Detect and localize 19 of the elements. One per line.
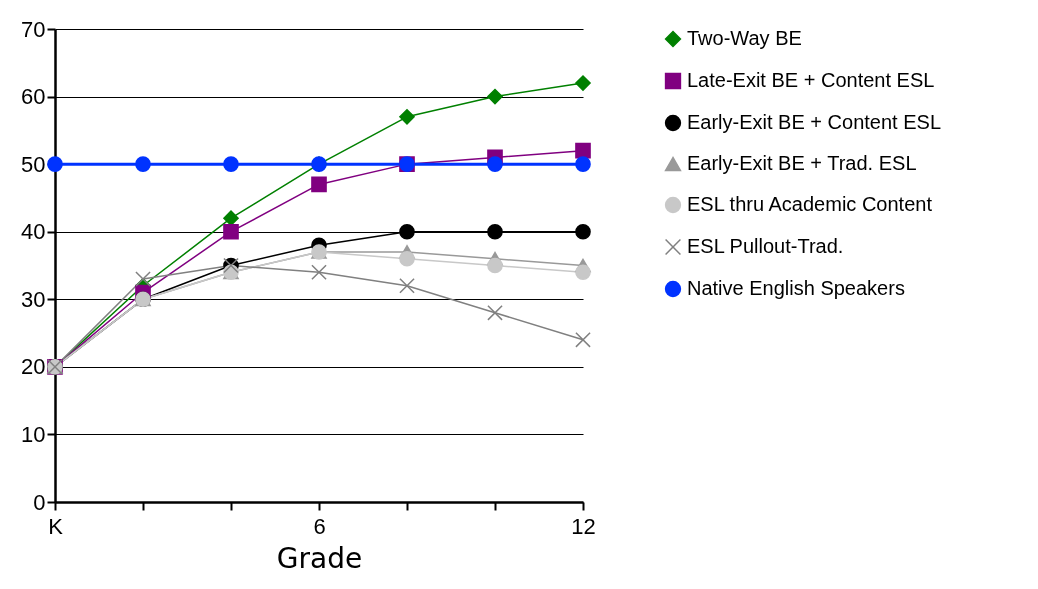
legend-label: ESL Pullout-Trad. (687, 235, 844, 257)
y-tick-label: 0 (33, 489, 46, 515)
y-tick-label: 10 (21, 421, 46, 447)
legend-label: Two-Way BE (687, 27, 802, 49)
y-tick-label: 40 (21, 219, 46, 245)
legend-label: Early-Exit BE + Content ESL (687, 111, 942, 133)
y-tick-label: 60 (21, 84, 46, 110)
legend-label: Early-Exit BE + Trad. ESL (687, 152, 917, 174)
y-tick-label: 20 (21, 354, 46, 380)
x-tick-label: 6 (313, 513, 326, 539)
y-tick-label: 30 (21, 286, 46, 312)
legend-label: Native English Speakers (687, 277, 905, 299)
x-tick-label: K (48, 513, 64, 539)
legend-label: Late-Exit BE + Content ESL (687, 69, 935, 91)
y-tick-label: 50 (21, 151, 46, 177)
x-axis-title: Grade (276, 541, 363, 575)
x-tick-label: 12 (571, 513, 596, 539)
legend-label: ESL thru Academic Content (687, 193, 933, 215)
y-tick-label: 70 (21, 16, 46, 42)
